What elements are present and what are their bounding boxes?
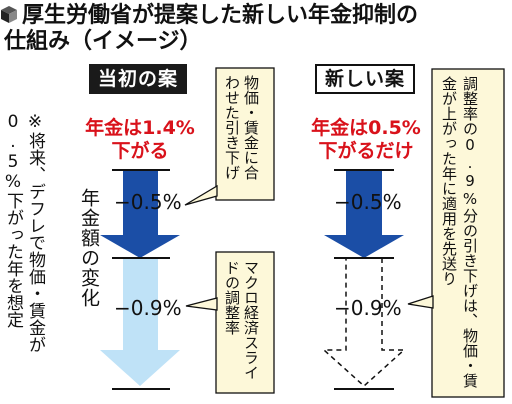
current-plan-tag: 当初の案 bbox=[89, 64, 187, 94]
callout-pointer-macro-slide bbox=[185, 297, 218, 311]
callout-box-price-wage bbox=[215, 67, 275, 201]
callout-box-deferral bbox=[431, 68, 505, 398]
callout-deferral-text: 調整率の0.9%分の引き下げは、物価・賃金が上がった年に適用を先送り bbox=[440, 76, 479, 388]
new-plan-summary-line-1: 年金は0.5% bbox=[311, 117, 421, 139]
new-cut-1-label: −0.5% bbox=[334, 190, 402, 214]
callout-price-wage-text: 物価・賃金に合わせた引き下げ bbox=[223, 75, 260, 180]
new-arrow-upper bbox=[324, 170, 404, 258]
page-title-line-2: 仕組み（イメージ） bbox=[4, 29, 202, 54]
cube-icon bbox=[1, 6, 17, 23]
callout-pointer-price-wage bbox=[184, 184, 218, 206]
new-arrow-deferred bbox=[322, 257, 406, 388]
new-plan-tag: 新しい案 bbox=[315, 64, 415, 94]
page-title-line-1: 厚生労働省が提案した新しい年金抑制の bbox=[22, 3, 419, 28]
current-arrow-lower bbox=[100, 258, 180, 386]
callout-box-macro-slide bbox=[215, 251, 275, 394]
current-plan-summary-line-1: 年金は1.4% bbox=[85, 117, 195, 139]
current-plan-summary-line-2: 下がる bbox=[111, 140, 169, 162]
current-arrow-upper bbox=[100, 170, 180, 258]
current-cut-1-label: −0.5% bbox=[114, 190, 182, 214]
callout-macro-slide-text: マクロ経済スライドの調整率 bbox=[223, 260, 260, 380]
assumption-note: ※将来、デフレで物価・賃金が0.5%下がった年を想定 bbox=[3, 112, 45, 353]
callout-pointer-deferral bbox=[407, 295, 434, 309]
new-plan-summary-line-2: 下がるだけ bbox=[318, 140, 414, 162]
new-cut-2-label: −0.9% bbox=[334, 296, 402, 320]
y-axis-label: 年金額の変化 bbox=[78, 188, 100, 308]
current-cut-2-label: −0.9% bbox=[114, 296, 182, 320]
